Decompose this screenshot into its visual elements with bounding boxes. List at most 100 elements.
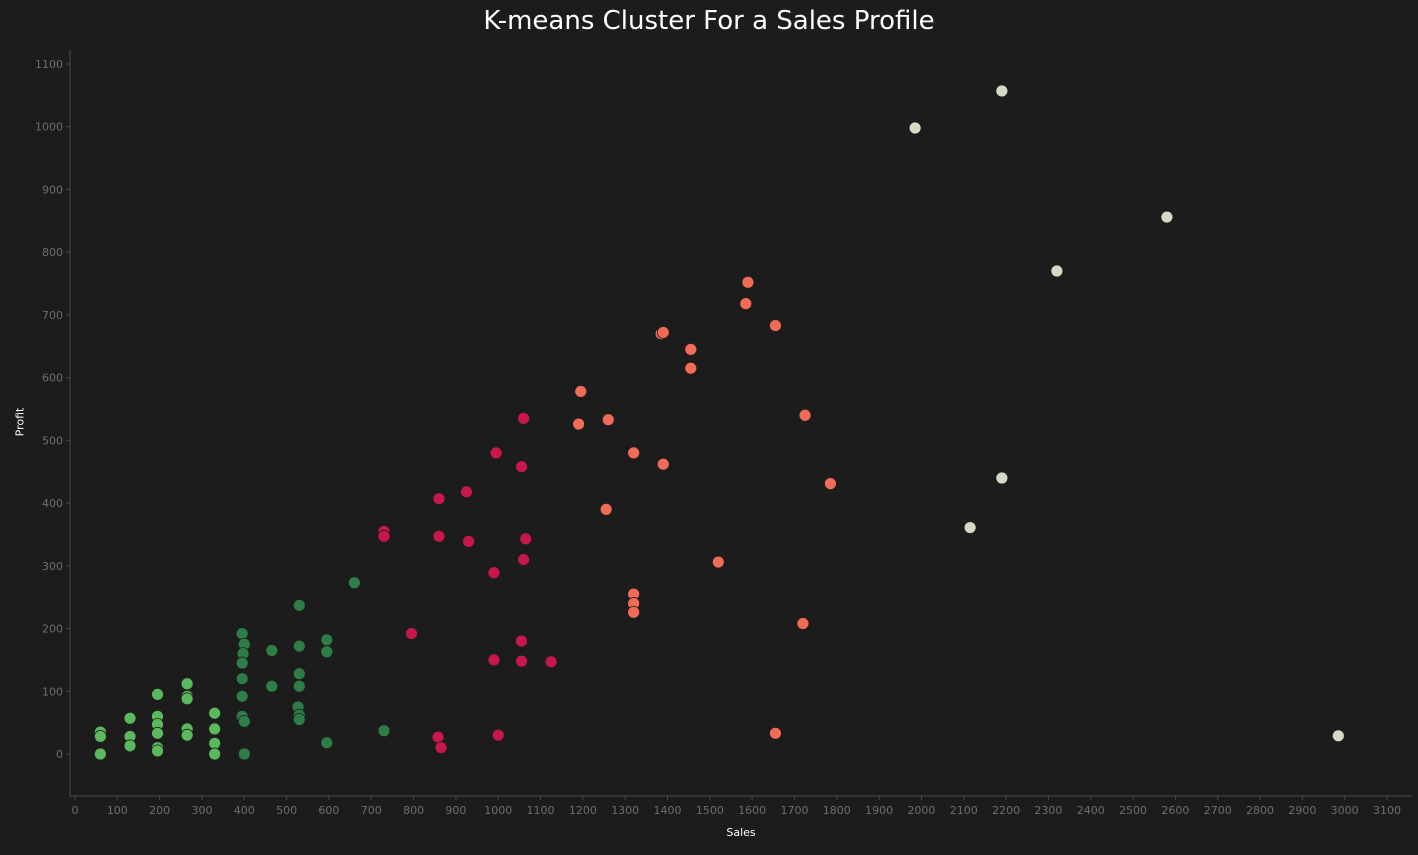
data-point-cluster-4: [656, 457, 670, 471]
data-point-cluster-2: [377, 724, 391, 738]
data-point-cluster-4: [824, 477, 837, 491]
data-point-cluster-4: [574, 385, 588, 398]
data-point-cluster-2: [320, 645, 334, 659]
x-tick-label: 400: [234, 804, 255, 817]
data-point-cluster-5: [995, 471, 1009, 485]
x-tick-label: 1800: [823, 804, 851, 817]
data-point-cluster-3: [487, 653, 501, 667]
data-point-cluster-1: [208, 736, 222, 750]
y-tick-label: 600: [42, 372, 63, 385]
x-tick-label: 100: [107, 804, 128, 817]
data-point-cluster-5: [1050, 264, 1064, 278]
data-point-cluster-3: [544, 655, 558, 669]
data-point-cluster-1: [93, 747, 107, 761]
data-point-cluster-4: [656, 326, 670, 339]
data-point-cluster-3: [462, 534, 476, 548]
y-tick-label: 200: [42, 623, 63, 636]
x-tick-label: 2400: [1077, 804, 1105, 817]
data-point-cluster-3: [519, 532, 533, 546]
data-point-cluster-2: [237, 714, 251, 728]
data-point-cluster-3: [434, 741, 448, 755]
data-point-cluster-2: [292, 679, 306, 693]
data-point-cluster-1: [208, 747, 222, 761]
y-tick-label: 1100: [35, 58, 63, 71]
data-point-cluster-3: [431, 730, 445, 744]
data-point-cluster-2: [292, 667, 306, 681]
x-tick-label: 2600: [1161, 804, 1189, 817]
y-tick-label: 500: [42, 434, 63, 447]
data-point-cluster-3: [515, 634, 528, 648]
x-tick-label: 2900: [1288, 804, 1316, 817]
data-point-cluster-1: [151, 688, 164, 701]
data-point-cluster-4: [769, 726, 782, 740]
x-tick-label: 2500: [1119, 804, 1147, 817]
data-point-cluster-2: [265, 679, 279, 693]
x-tick-label: 900: [445, 804, 466, 817]
data-point-cluster-2: [347, 576, 361, 590]
x-tick-label: 300: [191, 804, 212, 817]
y-tick-label: 400: [42, 497, 63, 510]
x-tick-label: 3100: [1373, 804, 1401, 817]
data-point-cluster-4: [627, 446, 641, 460]
data-points: [93, 84, 1345, 761]
y-tick-label: 900: [42, 183, 63, 196]
x-tick-label: 700: [361, 804, 382, 817]
data-point-cluster-5: [1331, 729, 1345, 743]
x-tick-label: 1600: [738, 804, 766, 817]
data-point-cluster-3: [515, 460, 528, 474]
data-point-cluster-3: [432, 492, 446, 506]
data-point-cluster-1: [208, 706, 222, 720]
x-tick-label: 1700: [780, 804, 808, 817]
x-axis-label: Sales: [726, 826, 756, 839]
data-point-cluster-3: [491, 728, 505, 742]
chart-title: K-means Cluster For a Sales Profile: [483, 6, 935, 36]
data-point-cluster-2: [235, 627, 249, 640]
data-point-cluster-2: [237, 747, 251, 761]
x-tick-label: 500: [276, 804, 297, 817]
data-point-cluster-3: [489, 446, 503, 460]
data-point-cluster-5: [1160, 210, 1174, 224]
y-tick-label: 1000: [35, 121, 63, 134]
data-point-cluster-4: [684, 343, 698, 356]
data-point-cluster-2: [265, 644, 279, 657]
data-point-cluster-1: [180, 692, 194, 706]
x-tick-label: 600: [318, 804, 339, 817]
data-point-cluster-4: [627, 605, 641, 619]
data-point-cluster-2: [292, 598, 306, 612]
y-tick-label: 700: [42, 309, 63, 322]
x-tick-label: 3000: [1331, 804, 1359, 817]
axes: 0 100 200 300 400 500 600 700 800 900 1000 1100 0 100…: [35, 50, 1412, 817]
data-point-cluster-1: [123, 739, 137, 753]
data-point-cluster-2: [235, 689, 249, 703]
x-tick-label: 2000: [907, 804, 935, 817]
data-point-cluster-1: [151, 744, 164, 758]
x-tick-label: 2100: [950, 804, 978, 817]
data-point-cluster-4: [601, 413, 615, 427]
data-point-cluster-5: [995, 84, 1009, 98]
data-point-cluster-1: [208, 722, 222, 736]
data-point-cluster-2: [320, 633, 334, 647]
data-point-cluster-4: [796, 617, 810, 630]
data-point-cluster-3: [517, 553, 531, 566]
x-tick-label: 0: [72, 804, 79, 817]
data-point-cluster-1: [180, 677, 194, 691]
data-point-cluster-3: [487, 566, 501, 580]
data-point-cluster-2: [292, 639, 306, 653]
x-tick-label: 2800: [1246, 804, 1274, 817]
data-point-cluster-2: [235, 656, 249, 670]
data-point-cluster-1: [93, 730, 107, 743]
data-point-cluster-3: [517, 412, 531, 425]
x-tick-label: 1500: [696, 804, 724, 817]
data-point-cluster-3: [405, 627, 418, 640]
x-tick-label: 1900: [865, 804, 893, 817]
data-point-cluster-3: [432, 529, 446, 543]
data-point-cluster-4: [599, 502, 613, 516]
data-point-cluster-4: [572, 417, 586, 431]
data-point-cluster-2: [292, 713, 306, 726]
x-tick-label: 1400: [654, 804, 682, 817]
x-tick-label: 1100: [527, 804, 555, 817]
data-point-cluster-1: [151, 726, 164, 740]
data-point-cluster-1: [180, 728, 194, 742]
